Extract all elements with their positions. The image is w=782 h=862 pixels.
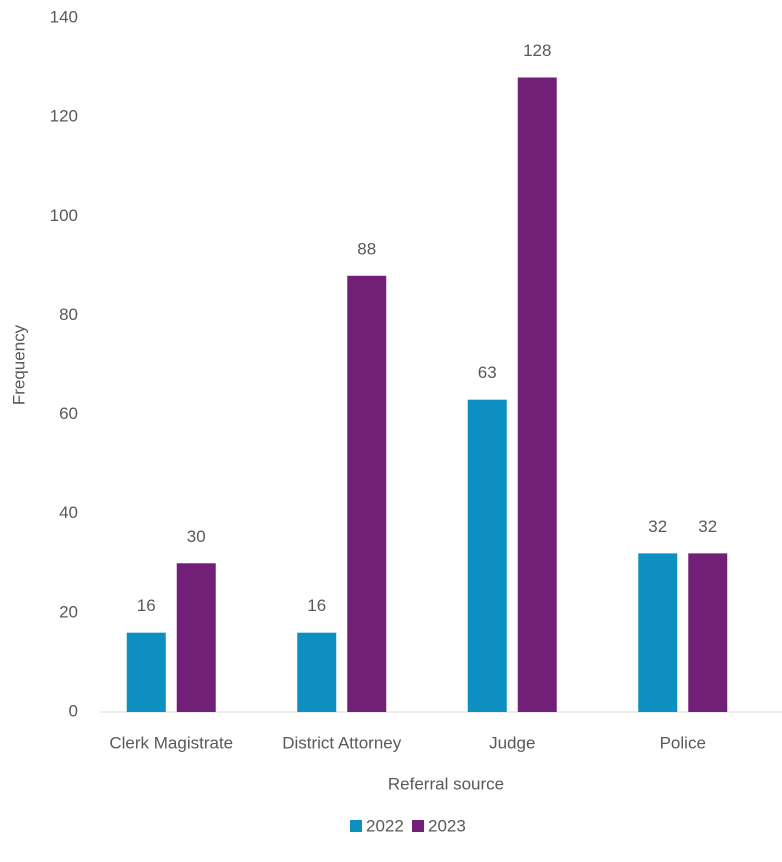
bar (297, 632, 337, 712)
value-label: 88 (357, 239, 376, 258)
x-tick-label: Judge (489, 733, 535, 752)
y-tick-label: 20 (59, 602, 78, 621)
legend-swatch (412, 820, 424, 832)
y-tick-label: 80 (59, 305, 78, 324)
bar (638, 553, 678, 712)
value-label: 32 (648, 517, 667, 536)
bar (467, 399, 507, 712)
x-axis-title: Referral source (388, 774, 504, 793)
value-label: 30 (187, 527, 206, 546)
x-tick-label: Clerk Magistrate (109, 733, 233, 752)
y-tick-label: 120 (50, 107, 78, 126)
y-tick-label: 140 (50, 7, 78, 26)
value-label: 128 (523, 41, 551, 60)
x-tick-label: District Attorney (282, 733, 402, 752)
value-label: 32 (698, 517, 717, 536)
value-label: 63 (478, 363, 497, 382)
y-axis-title: Frequency (9, 324, 28, 405)
legend-label: 2023 (428, 816, 466, 835)
y-tick-label: 60 (59, 404, 78, 423)
legend-swatch (350, 820, 362, 832)
bar (176, 563, 216, 712)
y-tick-label: 100 (50, 206, 78, 225)
legend-label: 2022 (366, 816, 404, 835)
value-label: 16 (137, 596, 156, 615)
bar (517, 77, 557, 712)
bar (347, 275, 387, 712)
bar (688, 553, 728, 712)
y-tick-label: 0 (69, 701, 78, 720)
bar (126, 632, 166, 712)
y-tick-label: 40 (59, 503, 78, 522)
x-tick-label: Police (660, 733, 706, 752)
value-label: 16 (307, 596, 326, 615)
